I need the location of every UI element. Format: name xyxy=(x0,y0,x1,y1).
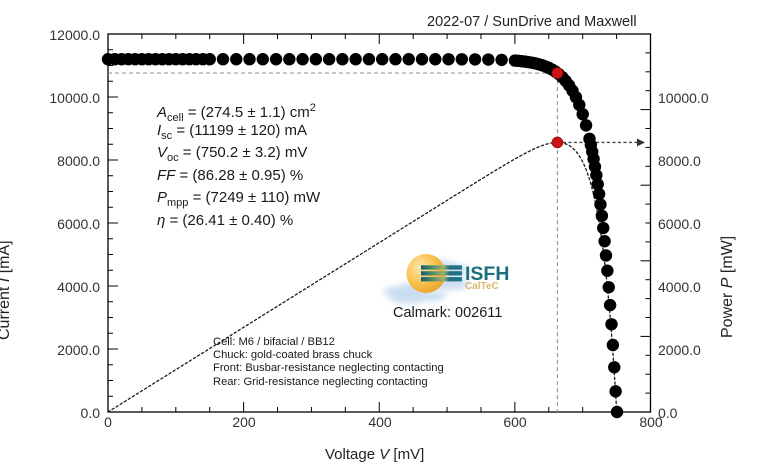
svg-text:CalTeC: CalTeC xyxy=(465,281,499,292)
